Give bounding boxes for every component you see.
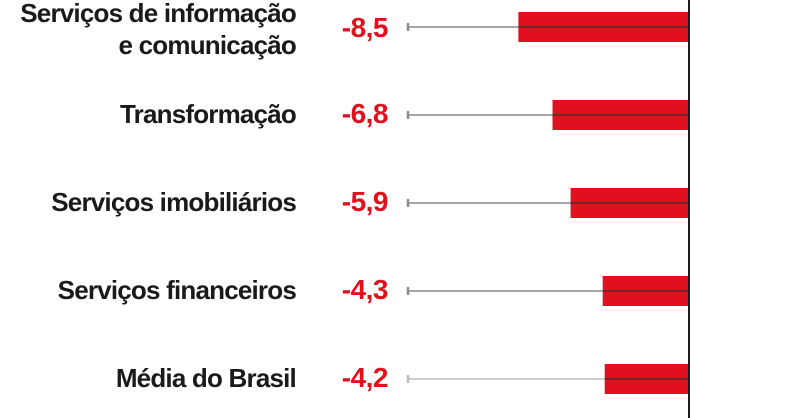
category-label-imobiliarios: Serviços imobiliários [51,187,297,217]
value-label-media-brasil: -4,2 [341,362,389,393]
value-label-financeiros: -4,3 [341,274,389,305]
value-label-imobiliarios: -5,9 [341,186,389,217]
category-label-transformacao: Transformação [119,99,297,129]
category-label-financeiros: Serviços financeiros [57,275,297,305]
category-label-informacao-comunicacao: Serviços de informação e comunicação [20,0,297,60]
category-label-media-brasil: Média do Brasil [115,363,297,393]
value-label-transformacao: -6,8 [341,98,389,129]
value-label-informacao-comunicacao: -8,5 [341,12,389,43]
